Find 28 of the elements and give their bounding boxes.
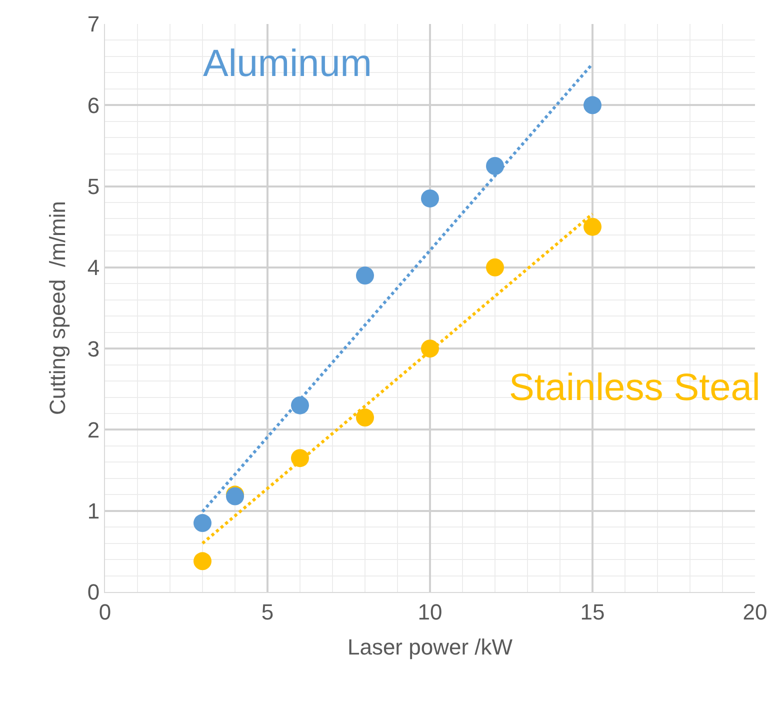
y-tick-label: 6	[87, 92, 100, 118]
y-tick-label: 1	[87, 498, 100, 524]
x-axis-title: Laser power /kW	[347, 634, 513, 660]
point	[486, 258, 504, 276]
point	[356, 266, 374, 285]
point	[421, 340, 439, 358]
x-tick-label: 5	[261, 599, 274, 624]
point	[584, 96, 602, 114]
y-tick-label: 5	[87, 174, 100, 199]
point	[291, 396, 309, 414]
x-tick-label: 10	[418, 599, 442, 624]
y-tick-label: 4	[87, 255, 100, 280]
y-tick-label: 0	[87, 580, 100, 605]
y-tick-label: 2	[87, 417, 100, 442]
point	[486, 157, 504, 175]
x-tick-label: 15	[580, 599, 605, 624]
x-tick-label: 20	[742, 599, 768, 624]
point	[291, 449, 309, 468]
point	[194, 552, 212, 570]
text: Aluminum	[203, 43, 372, 85]
point	[356, 408, 374, 427]
point	[194, 514, 212, 532]
y-tick-label: 7	[87, 12, 100, 37]
y-tick-label: 3	[87, 336, 100, 362]
series-label: Stainless Steal	[509, 367, 760, 409]
point	[421, 189, 439, 208]
y-axis-title: Cutting speed /m/min	[45, 201, 70, 415]
point	[584, 218, 602, 236]
